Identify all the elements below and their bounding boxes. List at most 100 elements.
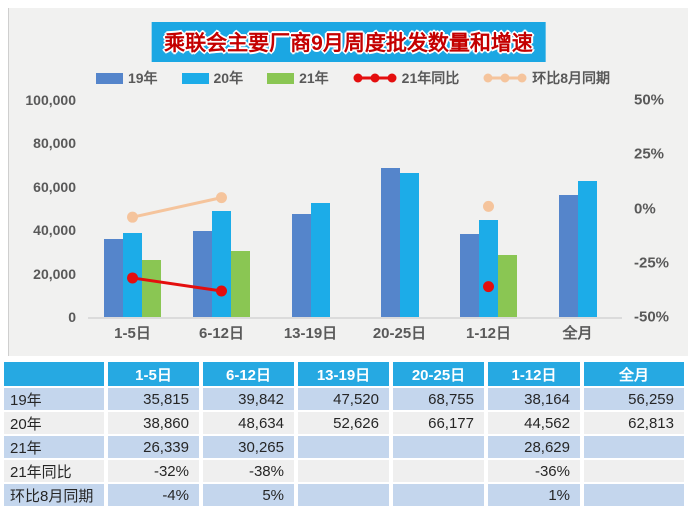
table-cell [298, 484, 389, 506]
table-row: 21年 26,339 30,265 28,629 [4, 436, 684, 458]
table-cell: 26,339 [108, 436, 199, 458]
table-cell: -38% [203, 460, 294, 482]
legend-item-19年: 19年 [95, 68, 158, 88]
y-axis-tick-right: 0% [634, 200, 656, 217]
bar-21年 [142, 259, 161, 317]
legend-bar-swatch-icon [95, 72, 123, 84]
y-axis-tick-left: 80,000 [33, 135, 76, 152]
table-cell: 56,259 [584, 388, 684, 410]
table-cell: -32% [108, 460, 199, 482]
table-cell [584, 460, 684, 482]
legend-line-swatch-icon [483, 73, 527, 83]
table-cell [393, 460, 484, 482]
table-cell: 68,755 [393, 388, 484, 410]
line-dot-环比8月同期 [216, 192, 227, 204]
row-label-cell: 19年 [4, 388, 104, 410]
table-header-cell: 1-12日 [488, 362, 580, 386]
x-axis-label: 13-19日 [283, 325, 338, 342]
table-header-cell: 13-19日 [298, 362, 389, 386]
table-cell [584, 436, 684, 458]
line-segment-21年同比 [132, 276, 222, 293]
line-dot-21年同比 [127, 272, 138, 284]
table-header-cell: 6-12日 [203, 362, 294, 386]
legend-label: 环比8月同期 [532, 70, 611, 86]
legend-item-21年同比: 21年同比 [353, 68, 460, 88]
legend-bar-swatch-icon [267, 72, 295, 84]
legend-bar-swatch-icon [181, 72, 209, 84]
table-cell: 35,815 [108, 388, 199, 410]
legend-label: 19年 [127, 70, 158, 86]
table-cell: 1% [488, 484, 580, 506]
table-row: 环比8月同期 -4% 5% 1% [4, 484, 684, 506]
bar-20年 [479, 220, 498, 317]
x-axis-label: 1-12日 [465, 325, 512, 342]
table-header-cell: 20-25日 [393, 362, 484, 386]
chart-title: 乘联会主要厂商9月周度批发数量和增速 [151, 22, 546, 62]
table-cell: 66,177 [393, 412, 484, 434]
table-cell: -36% [488, 460, 580, 482]
y-axis-tick-right: 25% [634, 145, 665, 163]
row-label-cell: 环比8月同期 [4, 484, 104, 506]
table-cell: 38,164 [488, 388, 580, 410]
table-header-row: 1-5日 6-12日 13-19日 20-25日 1-12日 全月 [4, 362, 684, 386]
legend-item-21年: 21年 [267, 68, 329, 88]
y-axis-tick-right: -50% [634, 308, 670, 326]
line-dot-21年同比 [483, 281, 494, 293]
table-head: 1-5日 6-12日 13-19日 20-25日 1-12日 全月 [4, 362, 684, 386]
table-header-cell: 全月 [584, 362, 684, 386]
y-axis-tick-left: 100,000 [25, 92, 76, 108]
bar-19年 [460, 234, 479, 317]
bar-21年 [231, 251, 250, 317]
y-axis-tick-right: 50% [634, 91, 665, 109]
y-axis-tick-left: 0 [68, 309, 76, 325]
legend-label: 21年 [299, 70, 329, 86]
line-dot-环比8月同期 [127, 211, 138, 223]
y-axis-tick-left: 60,000 [33, 178, 76, 195]
chart-legend: 19年 20年 21年 21年同比 环比8月同期 [9, 68, 688, 88]
y-axis-tick-left: 40,000 [33, 222, 76, 239]
bar-19年 [380, 167, 400, 317]
table-cell: 30,265 [203, 436, 294, 458]
line-dot-21年同比 [216, 285, 227, 297]
line-dot-环比8月同期 [483, 200, 494, 212]
table-cell [393, 484, 484, 506]
table-cell [298, 436, 389, 458]
legend-item-环比8月同期: 环比8月同期 [483, 68, 610, 88]
bar-19年 [193, 230, 212, 317]
plot-area [88, 100, 622, 319]
table-cell: 39,842 [203, 388, 294, 410]
x-axis-label: 6-12日 [198, 325, 245, 342]
legend-label: 20年 [213, 70, 244, 86]
line-segment-环比8月同期 [132, 196, 222, 219]
table-header-cell [4, 362, 104, 386]
x-axis-label: 1-5日 [114, 325, 151, 342]
bar-20年 [310, 202, 330, 317]
table-cell: 52,626 [298, 412, 389, 434]
table-cell: -4% [108, 484, 199, 506]
table-row: 19年 35,815 39,842 47,520 68,755 38,164 56,259 [4, 388, 684, 410]
table-cell [298, 460, 389, 482]
bar-20年 [399, 173, 419, 317]
table-row: 21年同比 -32% -38% -36% [4, 460, 684, 482]
bar-20年 [577, 180, 597, 317]
bar-19年 [291, 213, 311, 317]
y-axis-tick-right: -25% [634, 254, 670, 272]
table-header-cell: 1-5日 [108, 362, 199, 386]
legend-item-20年: 20年 [181, 68, 244, 88]
table-body: 19年 35,815 39,842 47,520 68,755 38,164 56,259 2… [4, 388, 684, 506]
legend-label: 21年同比 [401, 70, 460, 86]
row-label-cell: 21年同比 [4, 460, 104, 482]
row-label-cell: 20年 [4, 412, 104, 434]
x-axis-label: 20-25日 [372, 325, 427, 342]
table-cell: 38,860 [108, 412, 199, 434]
table-cell: 48,634 [203, 412, 294, 434]
bar-21年 [498, 254, 517, 317]
table-row: 20年 38,860 48,634 52,626 66,177 44,562 62,813 [4, 412, 684, 434]
table-cell: 28,629 [488, 436, 580, 458]
bar-19年 [558, 194, 578, 317]
line-overlay [127, 192, 494, 297]
legend-line-swatch-icon [353, 73, 397, 83]
table-cell [393, 436, 484, 458]
data-table: 1-5日 6-12日 13-19日 20-25日 1-12日 全月 19年 35,815 39,… [0, 360, 688, 508]
